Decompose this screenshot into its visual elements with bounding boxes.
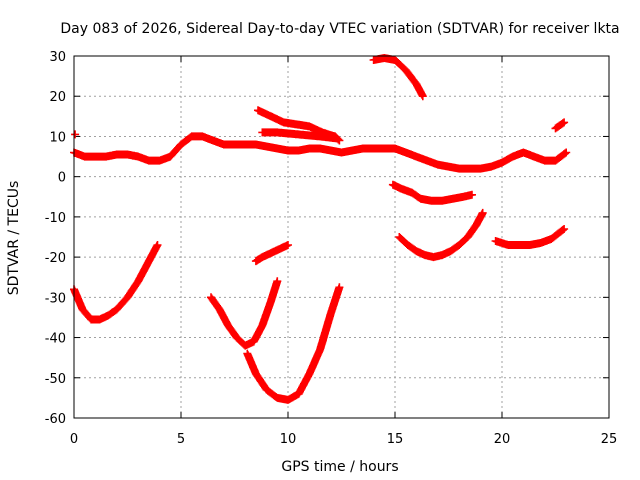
data-point — [71, 130, 80, 139]
data-point — [369, 54, 427, 101]
x-tick-label: 10 — [280, 432, 297, 447]
data-point — [243, 283, 344, 404]
y-tick-label: -20 — [45, 251, 66, 266]
y-tick-labels: -60 -50 -40 -30 -20 -10 0 10 20 30 — [45, 50, 66, 427]
series-track-11 — [491, 225, 569, 249]
x-tick-label: 20 — [494, 432, 511, 447]
y-tick-label: 30 — [49, 50, 66, 65]
data-point — [70, 241, 162, 324]
data-point — [491, 225, 569, 249]
x-tick-label: 5 — [177, 432, 185, 447]
x-tick-label: 15 — [387, 432, 404, 447]
series-track-04 — [243, 283, 344, 404]
x-tick-label: 0 — [70, 432, 78, 447]
y-tick-label: -40 — [45, 332, 66, 347]
data-point — [551, 118, 569, 133]
series-track-03 — [207, 277, 282, 350]
series-track-09 — [388, 180, 476, 205]
data-point — [207, 277, 282, 350]
plot-frame — [73, 55, 610, 419]
series-track-10 — [395, 208, 487, 262]
x-tick-labels: 0 5 10 15 20 25 — [70, 432, 617, 447]
y-tick-label: -30 — [45, 291, 66, 306]
data-point — [395, 208, 487, 262]
series-track-07 — [258, 128, 342, 143]
y-tick-label: 20 — [49, 90, 66, 105]
series-track-08 — [369, 54, 427, 101]
grid-lines — [73, 55, 610, 419]
y-tick-label: -10 — [45, 211, 66, 226]
data-markers — [70, 54, 571, 404]
y-tick-label: 0 — [58, 171, 66, 186]
x-tick-label: 25 — [601, 432, 618, 447]
series-track-13 — [71, 130, 80, 139]
y-tick-label: -60 — [45, 412, 66, 427]
data-point — [251, 241, 292, 266]
y-axis-label: SDTVAR / TECUs — [6, 181, 22, 296]
data-point — [388, 180, 476, 205]
series-track-12 — [551, 118, 569, 133]
series-track-05 — [251, 241, 292, 266]
data-point — [258, 128, 342, 143]
y-tick-label: 10 — [49, 130, 66, 145]
chart-title: Day 083 of 2026, Sidereal Day-to-day VTE… — [60, 21, 619, 37]
y-tick-label: -50 — [45, 372, 66, 387]
x-axis-label: GPS time / hours — [281, 459, 398, 475]
series-track-02 — [70, 241, 162, 324]
